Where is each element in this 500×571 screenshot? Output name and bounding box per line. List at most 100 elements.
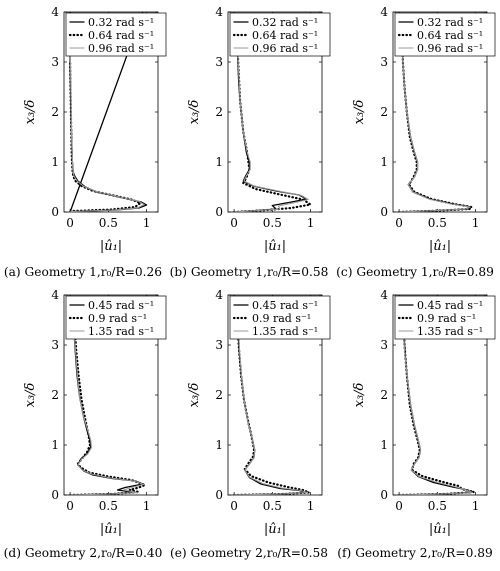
x-tick-label: 1 [143,499,151,513]
panel-caption: (d) Geometry 2,r₀/R=0.40 [4,546,163,560]
y-axis-label: x₃/δ [23,382,38,407]
x-axis-label: |û₁| [100,522,122,537]
y-axis-label: x₃/δ [187,99,202,124]
x-tick-label: 0.5 [428,499,447,513]
x-axis-label: |û₁| [100,239,122,254]
chart-panel-2: 0 1 2 3 4 0 0.5 1 |û₁| x₃/δ 0.32 rad s⁻¹0.64 rad s… [170,5,331,279]
legend-label: 0.45 rad s⁻¹ [88,299,154,312]
chart-panel-3: 0 1 2 3 4 0 0.5 1 |û₁| x₃/δ 0.32 rad s⁻¹0.64 rad s… [336,5,496,279]
legend-label: 1.35 rad s⁻¹ [88,325,154,338]
x-tick-label: 0 [66,499,74,513]
y-tick-label: 3 [215,338,223,352]
legend-label: 0.45 rad s⁻¹ [417,299,483,312]
x-tick-label: 1 [307,216,315,230]
series-line-3 [69,299,145,495]
y-tick-label: 2 [215,388,223,402]
y-axis-label: x₃/δ [352,382,367,407]
y-tick-label: 4 [215,5,223,19]
y-tick-label: 2 [380,105,388,119]
series-line-3 [398,13,471,212]
y-tick-label: 1 [215,438,223,452]
y-tick-label: 1 [51,155,59,169]
y-tick-label: 0 [380,205,388,219]
y-tick-label: 1 [380,438,388,452]
y-tick-label: 3 [380,338,388,352]
series-line-3 [69,36,145,212]
y-tick-label: 2 [51,105,59,119]
legend: 0.45 rad s⁻¹0.9 rad s⁻¹1.35 rad s⁻¹ [229,295,331,340]
y-tick-label: 4 [215,288,223,302]
y-tick-label: 1 [215,155,223,169]
x-tick-label: 1 [307,499,315,513]
x-tick-label: 1 [472,499,480,513]
legend-label: 0.32 rad s⁻¹ [252,16,318,29]
y-tick-label: 0 [380,488,388,502]
legend-label: 0.96 rad s⁻¹ [417,42,483,55]
x-tick-label: 1 [143,216,151,230]
series-line-3 [398,299,474,495]
y-tick-label: 4 [380,5,388,19]
y-tick-label: 3 [215,55,223,69]
legend-label: 1.35 rad s⁻¹ [252,325,318,338]
y-tick-label: 2 [380,388,388,402]
y-tick-label: 0 [51,488,59,502]
x-tick-label: 0.5 [99,216,118,230]
legend-label: 1.35 rad s⁻¹ [417,325,483,338]
y-tick-label: 3 [380,55,388,69]
y-tick-label: 2 [51,388,59,402]
x-tick-label: 0 [230,216,238,230]
x-axis-label: |û₁| [264,239,286,254]
legend-label: 0.45 rad s⁻¹ [252,299,318,312]
legend-label: 0.96 rad s⁻¹ [252,42,318,55]
series-line-3 [233,299,309,495]
legend-label: 0.64 rad s⁻¹ [417,29,483,42]
panel-caption: (c) Geometry 1,r₀/R=0.89 [336,265,494,279]
legend-label: 0.64 rad s⁻¹ [88,29,154,42]
legend-box [229,12,331,57]
legend: 0.45 rad s⁻¹0.9 rad s⁻¹1.35 rad s⁻¹ [65,295,167,340]
y-tick-label: 0 [51,205,59,219]
legend: 0.45 rad s⁻¹0.9 rad s⁻¹1.35 rad s⁻¹ [394,295,496,340]
legend: 0.32 rad s⁻¹0.64 rad s⁻¹0.96 rad s⁻¹ [65,12,167,57]
y-tick-label: 4 [380,288,388,302]
x-tick-label: 0.5 [428,216,447,230]
series-group [233,298,311,495]
legend-label: 0.64 rad s⁻¹ [252,29,318,42]
y-tick-label: 3 [51,338,59,352]
series-group [68,12,148,212]
legend-label: 0.9 rad s⁻¹ [88,312,147,325]
x-tick-label: 0.5 [263,216,282,230]
x-axis-label: |û₁| [429,239,451,254]
legend-label: 0.96 rad s⁻¹ [88,42,154,55]
x-tick-label: 0 [395,216,403,230]
legend-label: 0.32 rad s⁻¹ [88,16,154,29]
y-tick-label: 1 [380,155,388,169]
chart-panel-5: 0 1 2 3 4 0 0.5 1 |û₁| x₃/δ 0.45 rad s⁻¹0.9 rad s⁻… [170,288,331,560]
chart-panel-4: 0 1 2 3 4 0 0.5 1 |û₁| x₃/δ 0.45 rad s⁻¹0.9 rad s⁻… [4,288,167,560]
x-axis-label: |û₁| [264,522,286,537]
y-tick-label: 0 [215,205,223,219]
chart-panel-6: 0 1 2 3 4 0 0.5 1 |û₁| x₃/δ 0.45 rad s⁻¹0.9 rad s⁻… [337,288,496,560]
series-line-2 [398,298,476,495]
series-group [398,298,476,495]
y-axis-label: x₃/δ [352,99,367,124]
x-tick-label: 0 [395,499,403,513]
panel-caption: (a) Geometry 1,r₀/R=0.26 [4,265,162,279]
x-axis-label: |û₁| [429,522,451,537]
y-tick-label: 3 [51,55,59,69]
x-tick-label: 0.5 [263,499,282,513]
x-tick-label: 0 [230,499,238,513]
x-tick-label: 0.5 [99,499,118,513]
x-tick-label: 1 [472,216,480,230]
y-tick-label: 4 [51,5,59,19]
legend: 0.32 rad s⁻¹0.64 rad s⁻¹0.96 rad s⁻¹ [394,12,496,57]
y-axis-label: x₃/δ [187,382,202,407]
legend-box [229,295,331,340]
legend-box [394,12,496,57]
y-axis-label: x₃/δ [23,99,38,124]
x-tick-label: 0 [66,216,74,230]
series-group [233,13,312,212]
y-tick-label: 4 [51,288,59,302]
series-group [398,13,473,212]
